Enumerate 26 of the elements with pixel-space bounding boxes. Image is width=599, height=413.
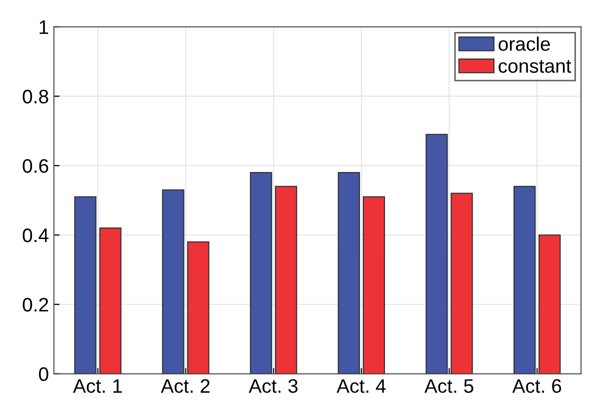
bar (99, 228, 122, 374)
y-tick-label: 1 (40, 20, 48, 34)
x-tick-label: Act. 2 (160, 379, 210, 393)
bar (162, 189, 184, 374)
bar (538, 234, 561, 374)
y-tick-label: 0.4 (22, 228, 48, 242)
bar (274, 186, 298, 374)
y-tick-label: 0 (38, 367, 48, 381)
y-tick-label: 0.8 (22, 90, 48, 104)
bar (74, 196, 96, 374)
bar (450, 192, 473, 374)
x-tick-label: Act. 4 (336, 379, 386, 393)
legend-label: oracle (498, 36, 550, 51)
x-tick-label: Act. 6 (512, 379, 562, 393)
x-tick-label: Act. 1 (73, 379, 122, 393)
y-tick-label: 0.2 (22, 298, 48, 312)
legend-label: constant (498, 60, 572, 73)
y-tick-label: 0.6 (22, 159, 48, 173)
bar (513, 186, 536, 374)
bar (362, 196, 386, 374)
bar (338, 172, 360, 374)
bar (187, 241, 210, 374)
x-tick-label: Act. 5 (424, 379, 474, 393)
bar (250, 172, 272, 374)
bar (426, 134, 448, 374)
x-tick-label: Act. 3 (248, 379, 298, 393)
